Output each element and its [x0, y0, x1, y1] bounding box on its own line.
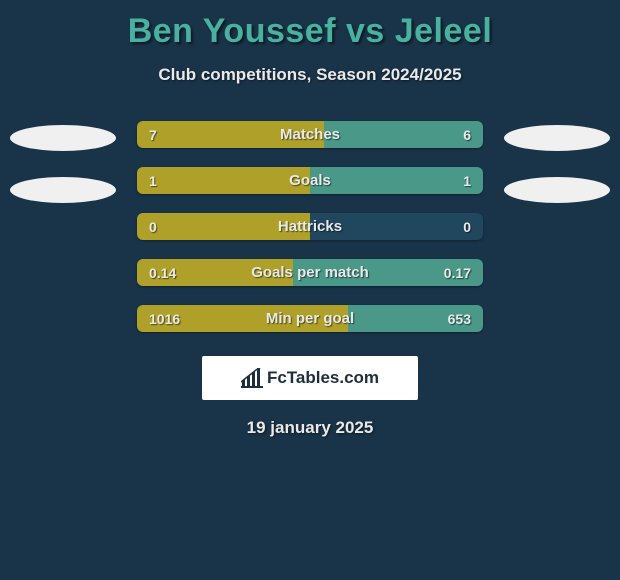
left-badge-2 — [10, 177, 116, 203]
right-badge-2 — [504, 177, 610, 203]
stat-bar: 0.14 Goals per match 0.17 — [137, 259, 483, 286]
left-badge-1 — [10, 125, 116, 151]
stat-right-value: 0 — [463, 213, 471, 240]
subtitle: Club competitions, Season 2024/2025 — [0, 65, 620, 85]
stat-label: Goals — [137, 167, 483, 194]
site-logo: FcTables.com — [202, 356, 418, 400]
stat-bar: 0 Hattricks 0 — [137, 213, 483, 240]
date-text: 19 january 2025 — [0, 418, 620, 438]
stat-bars: 7 Matches 6 1 Goals 1 0 Hattricks 0 — [137, 121, 483, 332]
content-row: 7 Matches 6 1 Goals 1 0 Hattricks 0 — [0, 121, 620, 332]
stat-bar: 7 Matches 6 — [137, 121, 483, 148]
stat-label: Matches — [137, 121, 483, 148]
chart-icon — [241, 368, 263, 388]
stat-label: Min per goal — [137, 305, 483, 332]
page-title: Ben Youssef vs Jeleel — [0, 12, 620, 51]
stat-right-value: 1 — [463, 167, 471, 194]
stat-right-value: 6 — [463, 121, 471, 148]
stat-right-value: 653 — [448, 305, 471, 332]
stat-bar: 1016 Min per goal 653 — [137, 305, 483, 332]
comparison-card: Ben Youssef vs Jeleel Club competitions,… — [0, 0, 620, 580]
stat-bar: 1 Goals 1 — [137, 167, 483, 194]
stat-right-value: 0.17 — [444, 259, 471, 286]
right-side — [497, 121, 617, 203]
left-side — [3, 121, 123, 203]
right-badge-1 — [504, 125, 610, 151]
stat-label: Goals per match — [137, 259, 483, 286]
logo-text: FcTables.com — [267, 368, 379, 388]
stat-label: Hattricks — [137, 213, 483, 240]
